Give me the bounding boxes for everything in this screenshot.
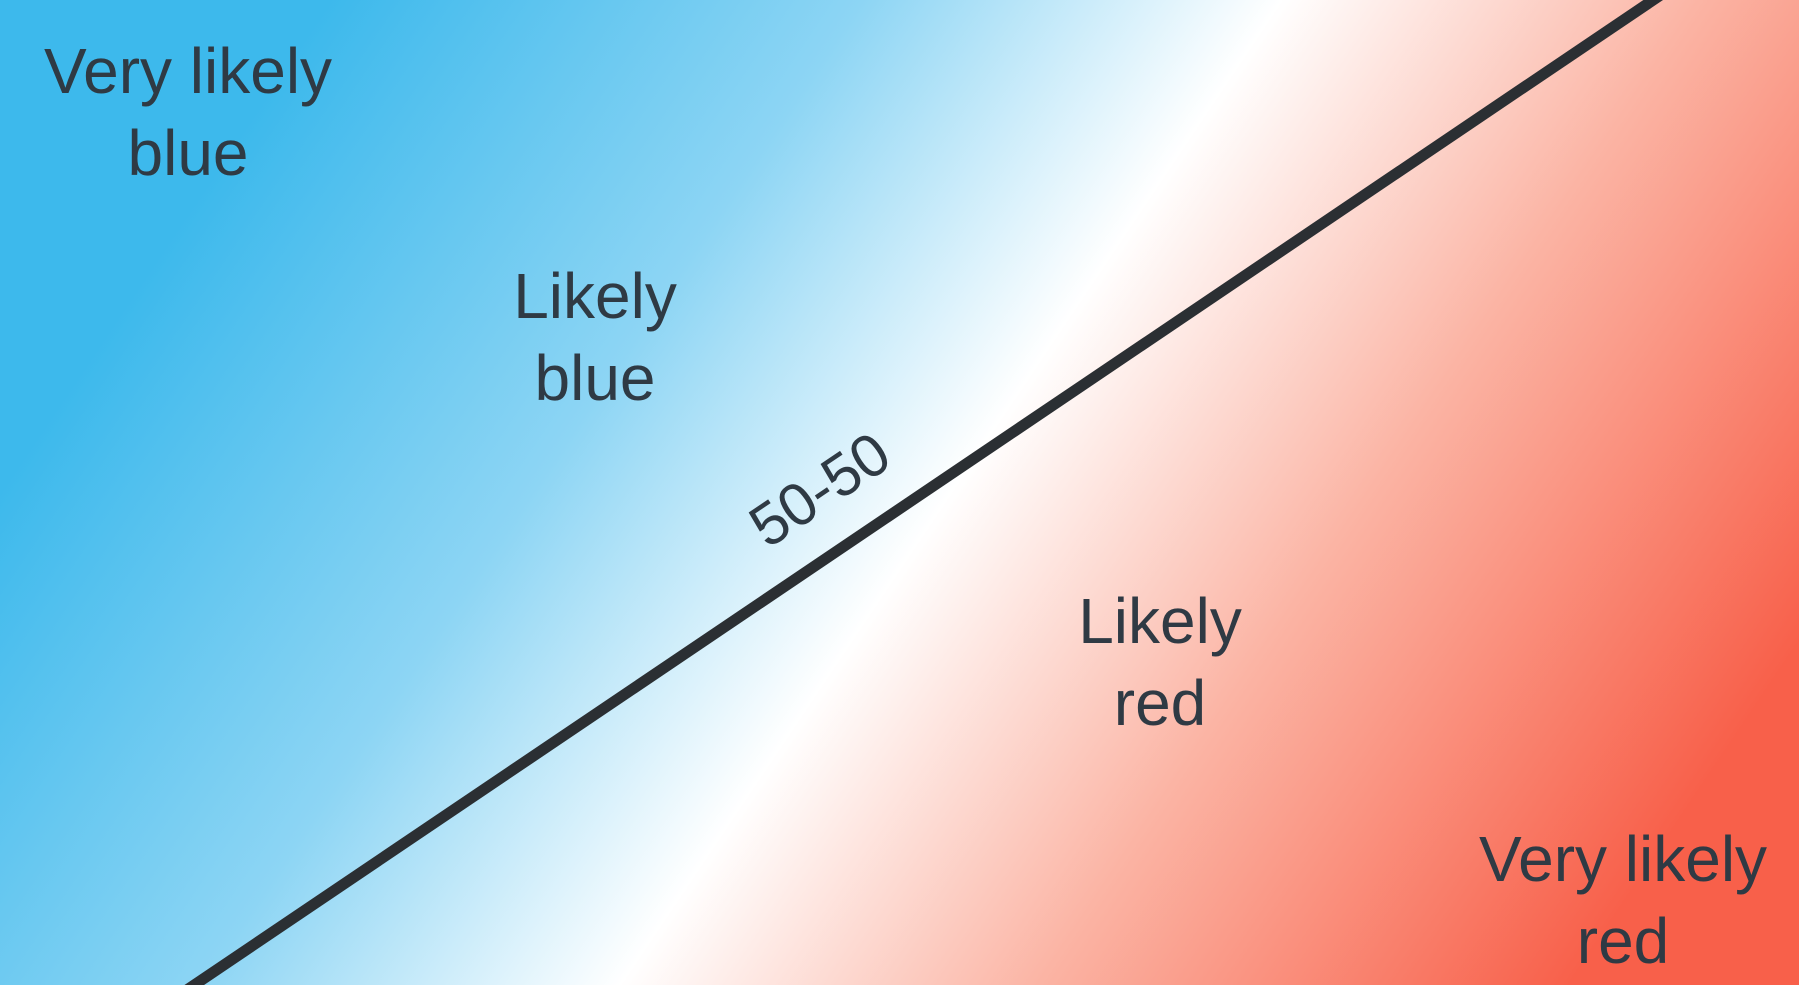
likely-blue-line1: Likely [513, 260, 677, 332]
fifty-fifty-boundary-line [184, 0, 1664, 985]
likely-blue-line2: blue [534, 342, 656, 414]
very-likely-red-line2: red [1576, 905, 1670, 977]
very-likely-red-label: Very likely red [1460, 818, 1786, 982]
very-likely-blue-line2: blue [127, 117, 249, 189]
likely-blue-label: Likely blue [480, 255, 710, 419]
likely-red-line1: Likely [1078, 585, 1242, 657]
very-likely-blue-line1: Very likely [43, 35, 333, 107]
very-likely-blue-label: Very likely blue [25, 30, 351, 194]
very-likely-red-line1: Very likely [1478, 823, 1768, 895]
likely-red-line2: red [1113, 667, 1207, 739]
likely-red-label: Likely red [1045, 580, 1275, 744]
